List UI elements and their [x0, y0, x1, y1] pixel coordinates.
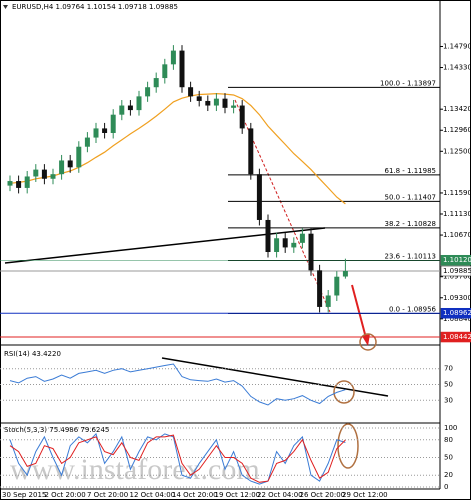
- candle-body: [170, 50, 176, 65]
- x-tick-label: 30 Sep 2015: [2, 491, 46, 499]
- candle-body: [24, 176, 30, 188]
- fib-label: 38.2 - 1.10828: [384, 220, 436, 228]
- candle-body: [162, 64, 168, 79]
- price-marker-label: 1.10120: [443, 256, 471, 264]
- y-tick-label: 1.12500: [443, 147, 471, 155]
- y-tick-label: 1.09760: [443, 273, 471, 281]
- price-marker: [440, 265, 471, 277]
- candle-body: [76, 146, 82, 168]
- highlight-circle: [333, 380, 355, 404]
- rsi-title: RSI(14) 43.4220: [4, 350, 61, 358]
- candle-body: [188, 87, 194, 97]
- y-tick-label: 20: [444, 471, 453, 479]
- highlight-circle: [359, 333, 377, 351]
- fib-label: 100.0 - 1.13897: [380, 79, 436, 87]
- candle-body: [299, 233, 305, 243]
- y-tick-label: 1.12960: [443, 126, 471, 134]
- candle-body: [308, 233, 314, 271]
- y-tick-label: 70: [444, 365, 453, 373]
- price-marker-label: 1.09885: [443, 267, 471, 275]
- y-tick-label: 1.13420: [443, 105, 471, 113]
- candle-body: [127, 105, 133, 111]
- candle-body: [291, 242, 297, 248]
- candle-body: [196, 96, 202, 101]
- candle-body: [205, 100, 211, 106]
- candle-body: [145, 87, 151, 97]
- arrow: [351, 284, 367, 339]
- y-tick-label: 30: [444, 396, 453, 404]
- y-tick-label: 50: [444, 381, 453, 389]
- candle-body: [342, 270, 348, 277]
- y-tick-label: 1.11130: [443, 210, 471, 218]
- candle-body: [222, 98, 228, 108]
- candle-body: [179, 50, 185, 88]
- candle-body: [84, 137, 90, 147]
- x-tick-label: 29 Oct 12:00: [342, 491, 388, 499]
- candle-body: [317, 270, 323, 307]
- fib-label: 61.8 - 1.11985: [384, 167, 436, 175]
- price-marker: [440, 331, 471, 343]
- x-tick-label: 22 Oct 04:00: [257, 491, 303, 499]
- candle-body: [33, 169, 39, 177]
- y-tick-label: 1.10670: [443, 231, 471, 239]
- y-tick-label: 1.09300: [443, 294, 471, 302]
- price-marker: [440, 307, 471, 319]
- x-tick-label: 19 Oct 12:00: [215, 491, 261, 499]
- candle-body: [248, 128, 254, 175]
- icon: [3, 5, 8, 9]
- candle-body: [282, 238, 288, 248]
- price-marker-label: 1.08962: [443, 309, 471, 317]
- y-tick-label: 1.14330: [443, 64, 471, 72]
- y-tick-label: 0: [444, 483, 448, 491]
- fib-label: 0.0 - 1.08956: [389, 306, 437, 314]
- trend-line: [4, 227, 326, 264]
- candle-body: [334, 276, 340, 296]
- fib-label: 23.6 - 1.10113: [384, 253, 436, 261]
- trend-line: [161, 357, 389, 397]
- candle-body: [67, 160, 73, 168]
- watermark: www.instaforex.com: [10, 453, 260, 486]
- candle-body: [110, 114, 116, 133]
- price-marker: [440, 254, 471, 266]
- y-tick-label: 100: [444, 424, 457, 432]
- candle-body: [325, 295, 331, 307]
- y-tick-label: 1.11590: [443, 189, 471, 197]
- y-tick-label: 50: [444, 454, 453, 462]
- candle-body: [16, 181, 22, 188]
- candle-body: [59, 160, 65, 175]
- candle-body: [213, 98, 219, 106]
- candle-body: [41, 169, 47, 179]
- x-tick-label: 7 Oct 20:00: [87, 491, 128, 499]
- indicator-line: [9, 363, 346, 406]
- fib-label: 50.0 - 1.11407: [384, 193, 436, 201]
- trend-line: [234, 99, 331, 313]
- stoch-title: Stoch(5,3,3) 75.4986 79.6245: [4, 426, 109, 434]
- y-tick-label: 1.08840: [443, 315, 471, 323]
- y-tick-label: 1.14790: [443, 42, 471, 50]
- x-tick-label: 2 Oct 20:00: [45, 491, 86, 499]
- y-tick-label: 80: [444, 436, 453, 444]
- candle-body: [239, 105, 245, 129]
- indicator-line: [9, 434, 346, 483]
- candle-body: [153, 78, 159, 88]
- x-tick-label: 14 Oct 20:00: [172, 491, 218, 499]
- candle-body: [119, 105, 125, 115]
- candle-body: [265, 219, 271, 252]
- candle-body: [50, 174, 56, 179]
- candle-body: [256, 174, 262, 220]
- highlight-circle: [337, 423, 359, 469]
- candle-body: [136, 96, 142, 111]
- x-tick-label: 26 Oct 20:00: [300, 491, 346, 499]
- candle-body: [93, 128, 99, 138]
- price-marker-label: 1.08442: [443, 333, 471, 341]
- chart-title: EURUSD,H4 1.09764 1.10154 1.09718 1.0988…: [12, 3, 178, 11]
- x-tick-label: 12 Oct 04:00: [130, 491, 176, 499]
- candle-body: [7, 181, 13, 186]
- candle-body: [102, 128, 108, 133]
- candle-body: [231, 105, 237, 108]
- moving-average: [9, 92, 346, 205]
- candle-body: [274, 238, 280, 252]
